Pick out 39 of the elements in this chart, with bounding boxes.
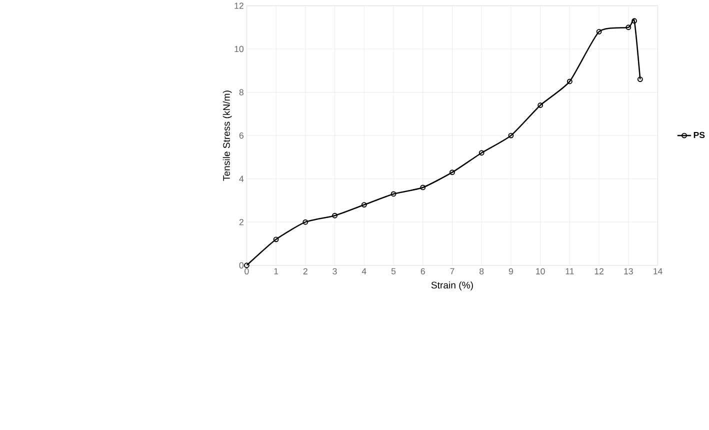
point <box>508 132 514 138</box>
point <box>632 18 638 24</box>
point <box>566 78 572 84</box>
x-tick-label: 0 <box>244 268 249 275</box>
y-tick-label: 6 <box>239 132 244 139</box>
point <box>361 202 367 208</box>
point <box>478 150 484 156</box>
x-tick-label: 14 <box>654 268 662 274</box>
x-tick-label: 2 <box>303 268 308 274</box>
legend-label: PS <box>694 132 705 138</box>
x-tick-label: 7 <box>450 268 454 274</box>
x-tick-label: 1 <box>274 268 278 274</box>
y-axis-title: Tensile Stress (kN/m) <box>222 90 232 181</box>
x-tick-label: 9 <box>508 268 513 275</box>
point <box>596 29 602 34</box>
x-tick-label: 11 <box>566 268 574 274</box>
y-tick-label: 4 <box>239 176 244 182</box>
point <box>420 184 426 190</box>
y-tick-label: 10 <box>234 46 244 52</box>
y-tick-label: 2 <box>239 219 244 226</box>
point <box>450 170 455 176</box>
x-tick-label: 13 <box>624 268 633 275</box>
x-tick-label: 10 <box>536 268 545 275</box>
y-tick-label: 0 <box>239 262 244 269</box>
x-tick-label: 4 <box>362 268 366 274</box>
x-tick-label: 3 <box>332 268 337 275</box>
point <box>332 212 338 218</box>
x-tick-label: 12 <box>594 268 604 274</box>
point <box>302 219 308 225</box>
y-tick-label: 8 <box>239 89 244 96</box>
point <box>390 191 396 197</box>
point <box>626 24 632 30</box>
x-tick-label: 5 <box>391 268 396 274</box>
x-tick-label: 6 <box>420 268 425 275</box>
x-tick-label: 8 <box>480 268 484 275</box>
point <box>538 102 544 108</box>
y-tick-label: 12 <box>234 2 244 9</box>
x-axis-title: Strain (%) <box>431 282 473 290</box>
point <box>273 236 279 242</box>
